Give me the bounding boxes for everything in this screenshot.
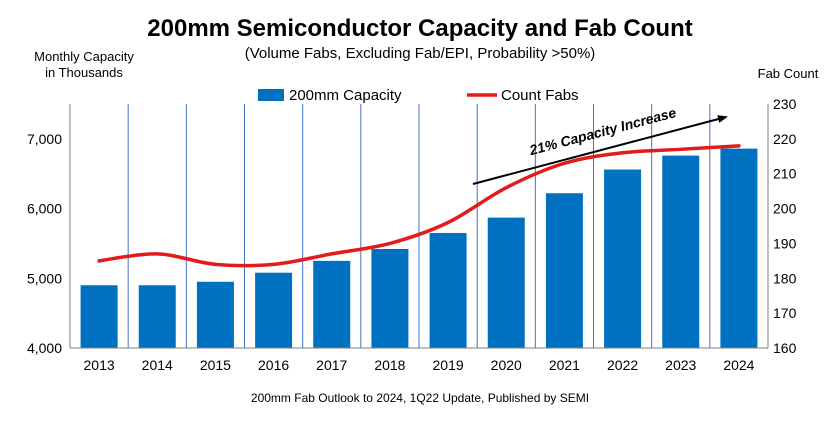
bar-capacity (196, 281, 234, 348)
legend-label-capacity: 200mm Capacity (289, 87, 402, 104)
left-tick-label: 7,000 (27, 131, 62, 147)
left-tick-label: 4,000 (27, 340, 62, 356)
legend-swatch-capacity (258, 89, 284, 101)
chart-subtitle: (Volume Fabs, Excluding Fab/EPI, Probabi… (245, 45, 596, 62)
bar-capacity (662, 155, 700, 348)
left-tick-label: 5,000 (27, 270, 62, 286)
bar-capacity (429, 232, 467, 348)
bar-capacity (313, 260, 351, 348)
right-tick-label: 170 (773, 305, 797, 321)
x-tick-label: 2020 (491, 357, 522, 373)
legend: 200mm Capacity Count Fabs (258, 87, 579, 104)
left-axis-title-line2: in Thousands (45, 65, 123, 80)
left-axis-title-line1: Monthly Capacity (34, 49, 134, 64)
x-tick-label: 2016 (258, 357, 289, 373)
right-tick-label: 180 (773, 270, 797, 286)
x-tick-label: 2022 (607, 357, 638, 373)
line-layer (97, 144, 741, 268)
bars-layer (80, 148, 758, 348)
x-tick-label: 2017 (316, 357, 347, 373)
right-tick-label: 190 (773, 235, 797, 251)
x-tick-label: 2021 (549, 357, 580, 373)
x-tick-label: 2019 (433, 357, 464, 373)
annotation-arrow (472, 115, 728, 185)
x-tick-label: 2018 (374, 357, 405, 373)
bar-capacity (80, 285, 118, 348)
chart-title: 200mm Semiconductor Capacity and Fab Cou… (147, 15, 692, 42)
right-axis-title: Fab Count (758, 66, 819, 81)
x-tick-label: 2014 (142, 357, 173, 373)
ticks-layer: 4,000 5,000 6,000 7,000 160 170 180 190 200 210 22… (27, 96, 797, 373)
bar-capacity (138, 285, 176, 348)
left-tick-label: 6,000 (27, 201, 62, 217)
source-note: 200mm Fab Outlook to 2024, 1Q22 Update, … (251, 391, 589, 405)
bar-capacity (487, 217, 525, 348)
bar-capacity (545, 193, 583, 348)
right-tick-label: 210 (773, 166, 797, 182)
bar-capacity (720, 148, 758, 348)
bar-capacity (371, 249, 409, 348)
right-tick-label: 220 (773, 131, 797, 147)
x-tick-label: 2024 (723, 357, 754, 373)
legend-label-count-fabs: Count Fabs (501, 87, 579, 104)
right-tick-label: 160 (773, 340, 797, 356)
axes-layer (69, 104, 769, 349)
right-tick-label: 230 (773, 96, 797, 112)
grid-layer (127, 104, 711, 348)
bar-capacity (604, 169, 642, 348)
bar-capacity (255, 272, 293, 348)
x-tick-label: 2015 (200, 357, 231, 373)
x-tick-label: 2023 (665, 357, 696, 373)
line-count-fabs (97, 144, 741, 268)
right-tick-label: 200 (773, 201, 797, 217)
x-tick-label: 2013 (84, 357, 115, 373)
